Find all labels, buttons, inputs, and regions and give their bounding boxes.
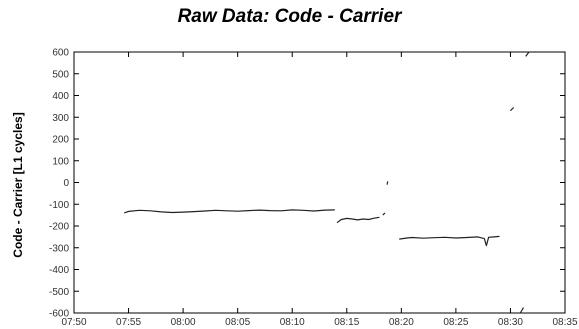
series-line-1 [336, 216, 380, 224]
series-line-6 [519, 307, 525, 314]
chart-title: Raw Data: Code - Carrier [177, 6, 402, 27]
series-line-3 [386, 181, 389, 185]
series-line-7 [525, 51, 530, 57]
x-tick-label: 08:25 [443, 317, 468, 328]
y-tick-label: -100 [49, 200, 69, 211]
y-tick-label: 100 [52, 156, 69, 167]
y-tick-label: 200 [52, 135, 69, 146]
y-tick-label: 600 [52, 48, 69, 59]
x-tick-label: 08:00 [171, 317, 196, 328]
x-tick-label: 08:30 [498, 317, 523, 328]
y-tick-label: -600 [49, 309, 69, 320]
x-tick-label: 08:35 [552, 317, 577, 328]
series-line-2 [382, 212, 386, 216]
y-tick-label: -300 [49, 243, 69, 254]
y-tick-label: 300 [52, 113, 69, 124]
x-tick-label: 08:10 [280, 317, 305, 328]
y-tick-label: -200 [49, 222, 69, 233]
series-line-5 [509, 107, 515, 112]
y-tick-label: 400 [52, 91, 69, 102]
x-tick-label: 07:50 [61, 317, 86, 328]
x-tick-label: 07:55 [116, 317, 141, 328]
x-tick-label: 08:05 [225, 317, 250, 328]
y-tick-label: 500 [52, 69, 69, 80]
x-tick-label: 08:15 [334, 317, 359, 328]
plot-frame [73, 51, 566, 314]
y-tick-label: -500 [49, 287, 69, 298]
series-line-4 [399, 235, 500, 247]
series-line-0 [124, 209, 335, 214]
y-tick-label: 0 [63, 178, 69, 189]
y-tick-label: -400 [49, 265, 69, 276]
x-tick-label: 08:20 [389, 317, 414, 328]
